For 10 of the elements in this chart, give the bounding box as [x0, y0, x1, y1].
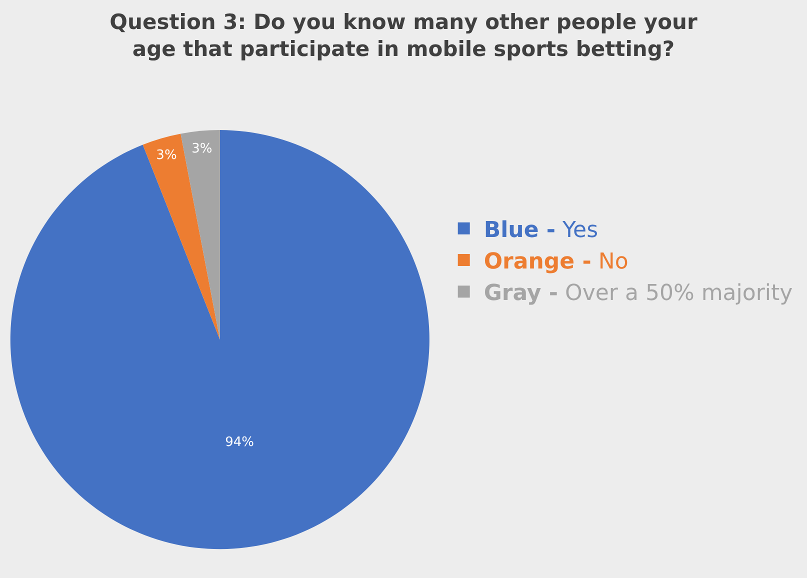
data-label: 94% — [225, 434, 254, 450]
pie-slice — [10, 130, 430, 549]
data-label: 3% — [156, 148, 177, 164]
chart-title: Question 3: Do you know many other people your age that participate in mobile sports betting? — [110, 10, 698, 62]
data-label: 3% — [192, 141, 212, 156]
pie-slice — [142, 134, 220, 340]
legend-label: Gray - Over a 50% majority — [484, 281, 793, 306]
pie-slice — [180, 130, 220, 340]
legend-label: Blue - Yes — [484, 218, 598, 243]
legend-label: Orange - No — [484, 250, 628, 275]
